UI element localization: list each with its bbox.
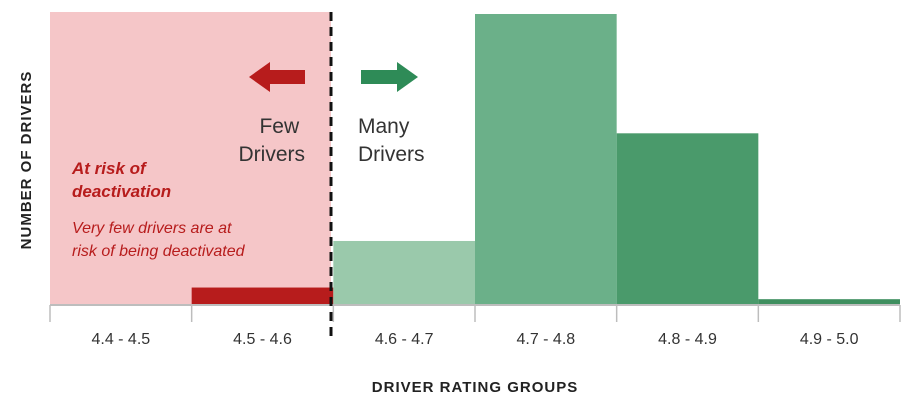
few-drivers-line-2: Drivers — [239, 143, 306, 166]
arrow-right-icon — [361, 62, 418, 92]
y-axis-title: NUMBER OF DRIVERS — [18, 71, 35, 250]
at-risk-region — [50, 12, 331, 305]
x-axis-ticks — [49, 305, 901, 322]
arrow-left-icon — [249, 62, 305, 92]
x-tick-label-5: 4.8 - 4.9 — [658, 331, 717, 348]
bar-3 — [333, 240, 475, 305]
x-tick-label-2: 4.5 - 4.6 — [233, 331, 292, 348]
risk-title: At risk of deactivation — [71, 159, 171, 201]
bar-6 — [758, 299, 900, 305]
risk-title-line-1: At risk of — [71, 159, 148, 178]
risk-description-line-1: Very few drivers are at — [72, 220, 232, 237]
bar-2 — [191, 287, 334, 305]
x-axis-tick-labels: 4.4 - 4.5 4.5 - 4.6 4.6 - 4.7 4.7 - 4.8 4.8 … — [91, 331, 858, 348]
bar-4 — [475, 14, 617, 305]
x-tick-label-3: 4.6 - 4.7 — [375, 331, 434, 348]
risk-description-line-2: risk of being deactivated — [72, 243, 246, 260]
bar-5 — [616, 133, 759, 305]
few-drivers-label: Few Drivers — [239, 115, 306, 166]
many-drivers-line-1: Many — [358, 115, 410, 138]
risk-title-line-2: deactivation — [72, 182, 171, 201]
x-tick-label-6: 4.9 - 5.0 — [800, 331, 859, 348]
x-tick-label-1: 4.4 - 4.5 — [91, 331, 150, 348]
many-drivers-line-2: Drivers — [358, 143, 425, 166]
many-drivers-label: Many Drivers — [358, 115, 425, 166]
bars-group — [191, 14, 900, 305]
x-tick-label-4: 4.7 - 4.8 — [516, 331, 575, 348]
x-axis-title: DRIVER RATING GROUPS — [372, 379, 578, 396]
few-drivers-line-1: Few — [259, 115, 300, 138]
risk-description: Very few drivers are at risk of being de… — [72, 220, 246, 260]
